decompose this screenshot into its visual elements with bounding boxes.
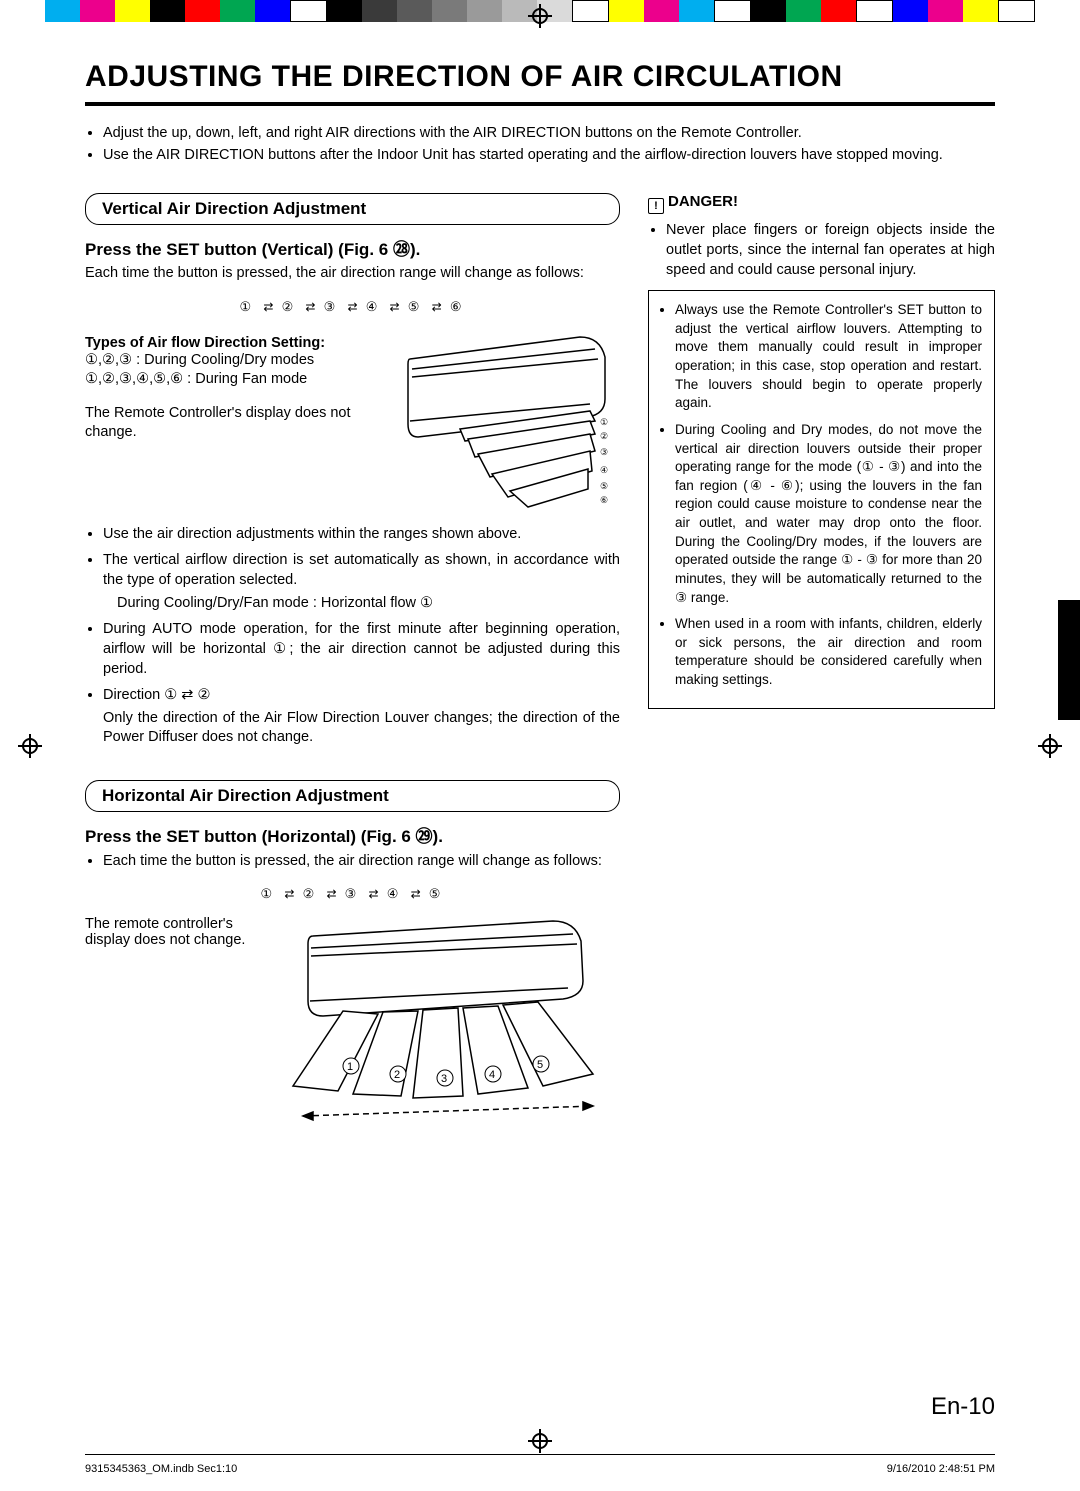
bullet-text: Direction ① ⇄ ② xyxy=(103,687,210,703)
right-column: !DANGER! Never place fingers or foreign … xyxy=(648,193,995,1139)
section-tab xyxy=(1058,600,1080,720)
bullet-item: Use the air direction adjustments within… xyxy=(103,524,620,544)
horizontal-sequence: ① ⇄ ② ⇄ ③ ⇄ ④ ⇄ ⑤ xyxy=(85,885,620,902)
print-footer: 9315345363_OM.indb Sec1:10 9/16/2010 2:4… xyxy=(85,1454,995,1475)
svg-text:④: ④ xyxy=(600,465,608,475)
bullet-item: The vertical airflow direction is set au… xyxy=(103,550,620,613)
svg-text:5: 5 xyxy=(537,1059,543,1071)
danger-item: Never place fingers or foreign objects i… xyxy=(666,220,995,280)
ac-unit-vertical-diagram: ① ② ③ ④ ⑤ ⑥ xyxy=(400,329,620,512)
svg-text:①: ① xyxy=(600,417,608,427)
vertical-heading: Vertical Air Direction Adjustment xyxy=(85,193,620,225)
bullet-indent: During Cooling/Dry/Fan mode : Horizontal… xyxy=(117,593,620,613)
page-number: En-10 xyxy=(931,1393,995,1421)
page-title: ADJUSTING THE DIRECTION OF AIR CIRCULATI… xyxy=(85,60,995,106)
box-item: When used in a room with infants, childr… xyxy=(675,615,982,690)
registration-mark xyxy=(528,4,552,28)
svg-text:3: 3 xyxy=(441,1073,447,1085)
bullet-item: During AUTO mode operation, for the firs… xyxy=(103,619,620,679)
svg-text:②: ② xyxy=(600,431,608,441)
types-line: ①,②,③,④,⑤,⑥ : During Fan mode xyxy=(85,370,380,390)
types-heading: Types of Air flow Direction Setting: xyxy=(85,335,380,351)
vertical-press: Press the SET button (Vertical) (Fig. 6 … xyxy=(85,235,620,260)
display-note: The Remote Controller's display does not… xyxy=(85,404,380,443)
bullet-item: Direction ① ⇄ ② Only the direction of th… xyxy=(103,685,620,748)
danger-list: Never place fingers or foreign objects i… xyxy=(666,220,995,280)
vertical-sequence: ① ⇄ ② ⇄ ③ ⇄ ④ ⇄ ⑤ ⇄ ⑥ xyxy=(85,298,620,315)
svg-text:4: 4 xyxy=(489,1069,495,1081)
intro-item: Use the AIR DIRECTION buttons after the … xyxy=(103,146,995,166)
bullet-text: The vertical airflow direction is set au… xyxy=(103,552,620,588)
caution-box: Always use the Remote Controller's SET b… xyxy=(648,290,995,709)
svg-text:1: 1 xyxy=(347,1061,353,1073)
danger-heading: !DANGER! xyxy=(648,193,995,214)
svg-text:③: ③ xyxy=(600,447,608,457)
bullet-sub: Only the direction of the Air Flow Direc… xyxy=(103,709,620,748)
types-line: ①,②,③ : During Cooling/Dry modes xyxy=(85,351,380,371)
warning-icon: ! xyxy=(648,198,664,214)
svg-text:⑤: ⑤ xyxy=(600,481,608,491)
danger-label: DANGER! xyxy=(668,193,738,210)
svg-text:2: 2 xyxy=(394,1069,400,1081)
intro-item: Adjust the up, down, left, and right AIR… xyxy=(103,124,995,144)
box-item: During Cooling and Dry modes, do not mov… xyxy=(675,421,982,607)
registration-mark xyxy=(1038,734,1062,758)
footer-left: 9315345363_OM.indb Sec1:10 xyxy=(85,1463,237,1475)
horizontal-display-note: The remote controller's display does not… xyxy=(85,916,265,1139)
vertical-bullets: Use the air direction adjustments within… xyxy=(103,524,620,748)
page-content: ADJUSTING THE DIRECTION OF AIR CIRCULATI… xyxy=(85,60,995,1421)
intro-list: Adjust the up, down, left, and right AIR… xyxy=(103,124,995,165)
vertical-each-time: Each time the button is pressed, the air… xyxy=(85,264,620,284)
ac-unit-horizontal-diagram: 1 2 3 4 5 xyxy=(283,916,613,1139)
svg-text:⑥: ⑥ xyxy=(600,495,608,505)
registration-mark xyxy=(18,734,42,758)
left-column: Vertical Air Direction Adjustment Press … xyxy=(85,193,620,1139)
footer-right: 9/16/2010 2:48:51 PM xyxy=(887,1463,995,1475)
horizontal-each-time: Each time the button is pressed, the air… xyxy=(103,851,620,871)
horizontal-heading: Horizontal Air Direction Adjustment xyxy=(85,780,620,812)
horizontal-press: Press the SET button (Horizontal) (Fig. … xyxy=(85,822,620,847)
registration-mark xyxy=(528,1429,552,1453)
box-item: Always use the Remote Controller's SET b… xyxy=(675,301,982,413)
